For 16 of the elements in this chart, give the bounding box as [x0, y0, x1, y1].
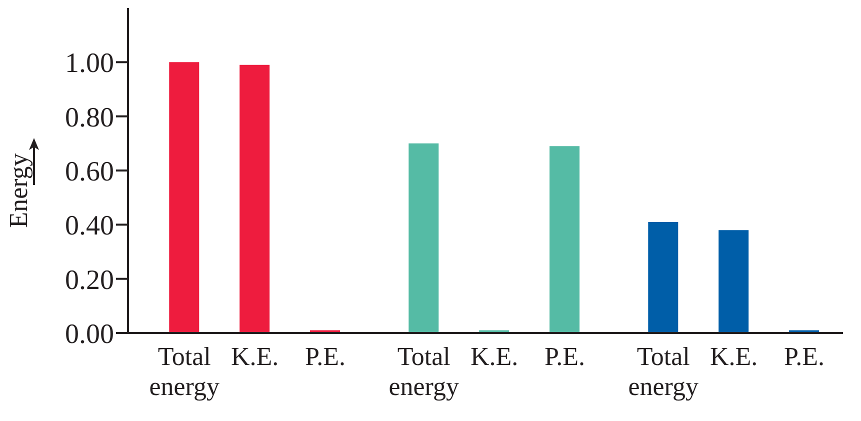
x-tick-label: P.E. — [305, 342, 346, 371]
x-tick-label: P.E. — [784, 342, 824, 371]
x-tick-label: Total energy — [388, 342, 460, 401]
x-tick-label: K.E. — [230, 342, 279, 371]
x-tick-label: Total energy — [628, 342, 699, 401]
y-tick-label: 0.40 — [65, 210, 114, 242]
x-tick-label: K.E. — [710, 342, 758, 371]
x-tick-label: P.E. — [544, 342, 585, 371]
y-tick-label: 0.80 — [65, 102, 114, 134]
x-tick-label: Total energy — [149, 342, 220, 401]
y-tick-label: 0.20 — [65, 264, 114, 296]
y-tick-label: 1.00 — [65, 48, 114, 80]
x-tick-label: K.E. — [470, 342, 518, 371]
y-tick-label: 0.60 — [65, 156, 114, 188]
y-axis-title: Energy — [4, 153, 34, 228]
y-tick-label: 0.00 — [65, 318, 114, 350]
